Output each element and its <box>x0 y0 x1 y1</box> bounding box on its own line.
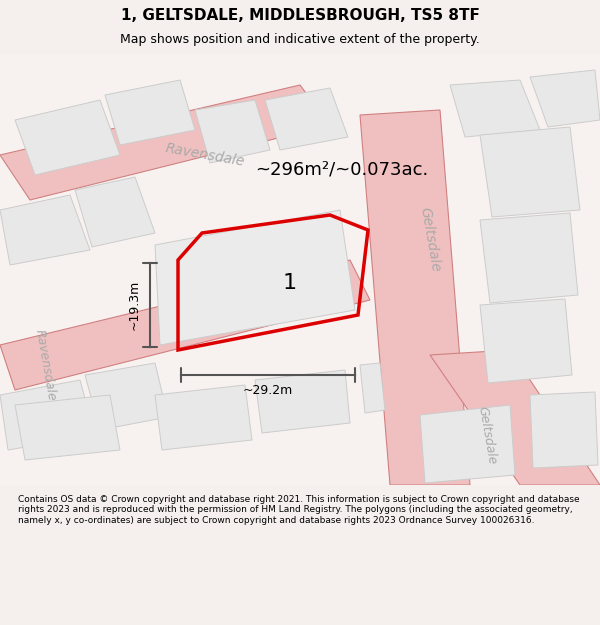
Polygon shape <box>530 392 598 468</box>
Polygon shape <box>105 80 195 145</box>
Text: ~29.2m: ~29.2m <box>243 384 293 396</box>
Polygon shape <box>430 350 600 485</box>
Polygon shape <box>0 380 95 450</box>
Polygon shape <box>0 85 330 200</box>
Text: Contains OS data © Crown copyright and database right 2021. This information is : Contains OS data © Crown copyright and d… <box>18 495 580 524</box>
Polygon shape <box>530 70 600 127</box>
Text: Ravensdale: Ravensdale <box>32 328 58 402</box>
Polygon shape <box>155 385 252 450</box>
Polygon shape <box>480 213 578 303</box>
Polygon shape <box>15 100 120 175</box>
Text: ~19.3m: ~19.3m <box>128 280 140 330</box>
Polygon shape <box>480 299 572 383</box>
Polygon shape <box>255 370 350 433</box>
Polygon shape <box>450 80 540 137</box>
Text: ~296m²/~0.073ac.: ~296m²/~0.073ac. <box>255 161 428 179</box>
Polygon shape <box>0 195 90 265</box>
Polygon shape <box>265 88 348 150</box>
Text: Map shows position and indicative extent of the property.: Map shows position and indicative extent… <box>120 33 480 46</box>
Polygon shape <box>85 363 168 430</box>
Polygon shape <box>75 177 155 247</box>
Text: Geltsdale: Geltsdale <box>475 405 499 465</box>
Polygon shape <box>155 210 355 345</box>
Text: Ravensdale: Ravensdale <box>164 141 246 169</box>
Polygon shape <box>360 110 470 485</box>
Polygon shape <box>195 100 270 163</box>
Text: Geltsdale: Geltsdale <box>418 206 443 274</box>
Polygon shape <box>480 127 580 217</box>
Polygon shape <box>0 260 370 390</box>
Polygon shape <box>360 363 385 413</box>
Polygon shape <box>15 395 120 460</box>
Polygon shape <box>420 405 515 483</box>
Text: 1: 1 <box>283 273 297 293</box>
Text: 1, GELTSDALE, MIDDLESBROUGH, TS5 8TF: 1, GELTSDALE, MIDDLESBROUGH, TS5 8TF <box>121 8 479 23</box>
